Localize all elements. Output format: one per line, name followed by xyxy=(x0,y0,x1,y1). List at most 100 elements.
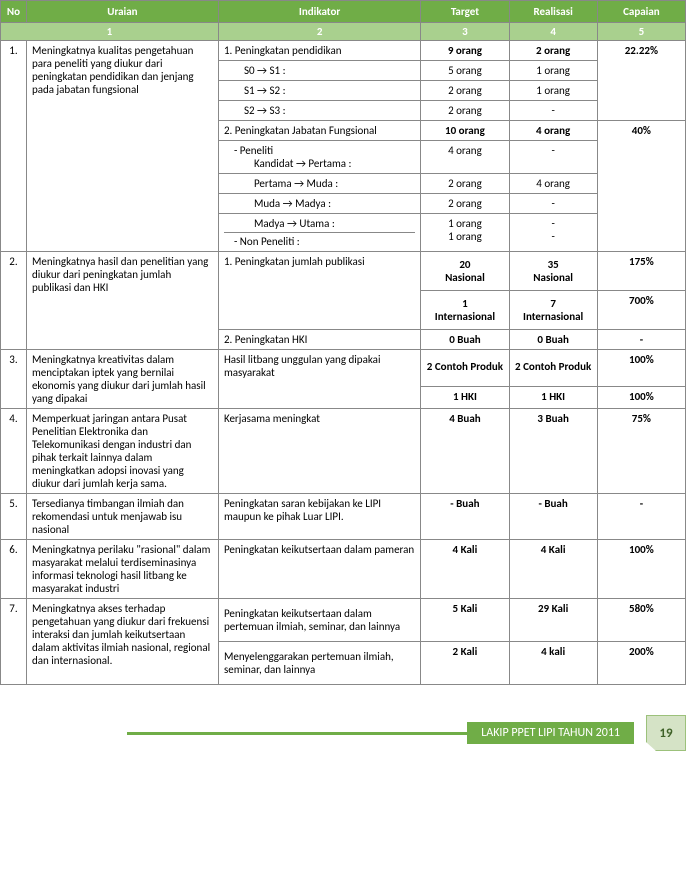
row2-no: 2. xyxy=(1,252,27,350)
row2-t1: 20 Nasional xyxy=(421,252,509,291)
row1-t1: 9 orang xyxy=(421,41,509,61)
table-row: 4. Memperkuat jaringan antara Pusat Pene… xyxy=(1,409,686,494)
row7-t2: 2 Kali xyxy=(421,642,509,685)
row1-ind2de: Madya → Utama : - Non Peneliti : xyxy=(218,214,420,252)
row4-rl: 3 Buah xyxy=(509,409,597,494)
row3-ind: Hasil litbang unggulan yang dipakai masy… xyxy=(218,350,420,409)
header-uraian: Uraian xyxy=(26,1,218,23)
row7-ind1: Peningkatan keikutsertaan dalam pertemua… xyxy=(218,599,420,642)
row6-ind: Peningkatan keikutsertaan dalam pameran xyxy=(218,540,420,599)
row7-ind2: Menyelenggarakan pertemuan ilmiah, semin… xyxy=(218,642,420,685)
row3-t1: 2 Contoh Produk xyxy=(421,350,509,387)
subheader-4: 4 xyxy=(509,23,597,41)
row5-t: - Buah xyxy=(421,494,509,540)
row1-t2b: 2 orang xyxy=(421,174,509,194)
subheader-2: 2 xyxy=(218,23,420,41)
row1-t2c: 2 orang xyxy=(421,194,509,214)
header-target: Target xyxy=(421,1,509,23)
subheader-5: 5 xyxy=(597,23,685,41)
header-indikator: Indikator xyxy=(218,1,420,23)
row1-ind1: 1. Peningkatan pendidikan xyxy=(218,41,420,61)
row3-cap1: 100% xyxy=(597,350,685,387)
row1-uraian: Meningkatnya kualitas pengetahuan para p… xyxy=(26,41,218,252)
row1-rl1a: 1 orang xyxy=(509,61,597,81)
row1-t2de: 1 orang 1 orang xyxy=(421,214,509,252)
header-capaian: Capaian xyxy=(597,1,685,23)
row3-t2: 1 HKI xyxy=(421,387,509,409)
row7-uraian: Meningkatnya akses terhadap pengetahuan … xyxy=(26,599,218,685)
row1-cap2: 40% xyxy=(597,121,685,252)
footer-banner: LAKIP PPET LIPI TAHUN 2011 xyxy=(127,722,634,744)
row2-rl1: 35 Nasional xyxy=(509,252,597,291)
row2-t2: 1 Internasional xyxy=(421,291,509,330)
row1-ind1b: S1 → S2 : xyxy=(218,81,420,101)
row1-ind2a: - PenelitiKandidat → Pertama : xyxy=(218,141,420,174)
row1-rl2b: 4 orang xyxy=(509,174,597,194)
row3-cap2: 100% xyxy=(597,387,685,409)
row5-rl: - Buah xyxy=(509,494,597,540)
row6-no: 6. xyxy=(1,540,27,599)
main-table: No Uraian Indikator Target Realisasi Cap… xyxy=(0,0,686,685)
row1-t1a: 5 orang xyxy=(421,61,509,81)
row1-t2: 10 orang xyxy=(421,121,509,141)
row3-no: 3. xyxy=(1,350,27,409)
row2-rl3: 0 Buah xyxy=(509,330,597,350)
table-row: 3. Meningkatnya kreativitas dalam mencip… xyxy=(1,350,686,387)
row7-cap2: 200% xyxy=(597,642,685,685)
table-row: 6. Meningkatnya perilaku "rasional" dala… xyxy=(1,540,686,599)
row5-cap: - xyxy=(597,494,685,540)
subheader-1: 1 xyxy=(1,23,219,41)
row2-cap3: - xyxy=(597,330,685,350)
row4-cap: 75% xyxy=(597,409,685,494)
row1-rl2de: - - xyxy=(509,214,597,252)
row5-ind: Peningkatan saran kebijakan ke LIPI maup… xyxy=(218,494,420,540)
row4-no: 4. xyxy=(1,409,27,494)
row7-t1: 5 Kali xyxy=(421,599,509,642)
row6-rl: 4 Kali xyxy=(509,540,597,599)
row1-t1b: 2 orang xyxy=(421,81,509,101)
row6-uraian: Meningkatnya perilaku "rasional" dalam m… xyxy=(26,540,218,599)
subheader-3: 3 xyxy=(421,23,509,41)
page-footer: LAKIP PPET LIPI TAHUN 2011 19 xyxy=(0,715,686,751)
row1-rl2a: - xyxy=(509,141,597,174)
row2-t3: 0 Buah xyxy=(421,330,509,350)
row1-rl1b: 1 orang xyxy=(509,81,597,101)
row4-uraian: Memperkuat jaringan antara Pusat Penelit… xyxy=(26,409,218,494)
row4-ind: Kerjasama meningkat xyxy=(218,409,420,494)
row5-no: 5. xyxy=(1,494,27,540)
row3-rl1: 2 Contoh Produk xyxy=(509,350,597,387)
row2-cap1: 175% xyxy=(597,252,685,291)
row1-ind2: 2. Peningkatan Jabatan Fungsional xyxy=(218,121,420,141)
page-number: 19 xyxy=(646,715,686,751)
table-row: 7. Meningkatnya akses terhadap pengetahu… xyxy=(1,599,686,642)
row6-t: 4 Kali xyxy=(421,540,509,599)
row5-uraian: Tersedianya timbangan ilmiah dan rekomen… xyxy=(26,494,218,540)
row7-no: 7. xyxy=(1,599,27,685)
table-row: 1. Meningkatnya kualitas pengetahuan par… xyxy=(1,41,686,61)
table-row: 5. Tersedianya timbangan ilmiah dan reko… xyxy=(1,494,686,540)
row1-cap1: 22.22% xyxy=(597,41,685,121)
row6-cap: 100% xyxy=(597,540,685,599)
row1-ind2c: Muda → Madya : xyxy=(218,194,420,214)
row2-ind1: 1. Peningkatan jumlah publikasi xyxy=(218,252,420,330)
row1-rl2: 4 orang xyxy=(509,121,597,141)
row1-rl1c: - xyxy=(509,101,597,121)
row3-uraian: Meningkatnya kreativitas dalam menciptak… xyxy=(26,350,218,409)
row2-uraian: Meningkatnya hasil dan penelitian yang d… xyxy=(26,252,218,350)
row2-cap2: 700% xyxy=(597,291,685,330)
header-no: No xyxy=(1,1,27,23)
row3-rl2: 1 HKI xyxy=(509,387,597,409)
row7-cap1: 580% xyxy=(597,599,685,642)
banner-text: LAKIP PPET LIPI TAHUN 2011 xyxy=(467,722,634,744)
table-subheader-row: 1 2 3 4 5 xyxy=(1,23,686,41)
banner-line xyxy=(127,732,467,735)
row2-rl2: 7 Internasional xyxy=(509,291,597,330)
row1-rl2c: - xyxy=(509,194,597,214)
row1-t1c: 2 orang xyxy=(421,101,509,121)
row7-rl1: 29 Kali xyxy=(509,599,597,642)
row7-rl2: 4 kali xyxy=(509,642,597,685)
table-header-row: No Uraian Indikator Target Realisasi Cap… xyxy=(1,1,686,23)
row1-rl1: 2 orang xyxy=(509,41,597,61)
row4-t: 4 Buah xyxy=(421,409,509,494)
row1-ind1c: S2 → S3 : xyxy=(218,101,420,121)
